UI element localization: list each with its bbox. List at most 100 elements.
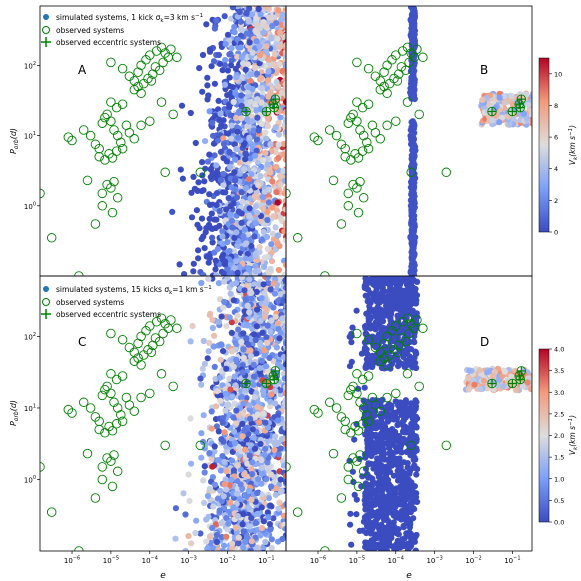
simulated-point [264, 216, 271, 224]
simulated-point [282, 123, 286, 131]
observed-system-marker [106, 116, 116, 126]
simulated-point [233, 258, 240, 265]
simulated-point [236, 108, 243, 115]
observed-eccentric-marker [507, 106, 518, 117]
simulated-point [387, 276, 394, 282]
simulated-point [408, 6, 415, 11]
simulated-point [220, 189, 227, 196]
observed-system-marker [375, 84, 386, 95]
simulated-point [235, 412, 242, 419]
simulated-point [238, 102, 245, 109]
simulated-point [255, 476, 262, 483]
simulated-point [282, 403, 286, 410]
simulated-point [258, 99, 265, 106]
simulated-point [260, 518, 267, 525]
simulated-point [409, 261, 416, 268]
simulated-point [211, 152, 218, 159]
observed-system-marker [313, 135, 323, 146]
simulated-point [225, 195, 232, 202]
simulated-point [188, 189, 195, 196]
simulated-point [272, 62, 279, 69]
simulated-point [259, 236, 266, 243]
observed-system-marker [396, 62, 407, 72]
simulated-point [249, 471, 256, 478]
observed-system-marker [97, 474, 108, 485]
observed-eccentric-marker [516, 94, 527, 104]
simulated-point [222, 41, 229, 48]
simulated-point [411, 76, 418, 84]
simulated-point [410, 121, 418, 128]
observed-system-marker [343, 188, 354, 199]
simulated-point [240, 346, 247, 353]
simulated-point [221, 278, 228, 285]
simulated-point [275, 141, 282, 148]
observed-system-marker [107, 481, 118, 492]
simulated-point [220, 155, 227, 162]
observed-system-marker [343, 118, 354, 128]
simulated-point [228, 476, 235, 484]
simulated-point [203, 538, 210, 545]
observed-system-marker [336, 219, 347, 229]
simulated-point [206, 201, 214, 208]
simulated-point [237, 496, 244, 503]
simulated-point [201, 499, 208, 506]
simulated-point [242, 150, 249, 157]
simulated-point [229, 127, 236, 134]
simulated-point [282, 472, 286, 479]
observed-system-marker [90, 493, 101, 503]
simulated-point [242, 156, 249, 163]
simulated-point [199, 159, 206, 166]
simulated-point [272, 124, 279, 131]
observed-system-marker [392, 76, 403, 86]
simulated-point [282, 98, 286, 105]
simulated-point [282, 206, 286, 213]
panel-b-observed-points [286, 42, 527, 276]
simulated-point [273, 485, 280, 492]
legend-observed-label: observed systems [56, 298, 124, 307]
simulated-point [189, 323, 196, 330]
simulated-point [240, 544, 247, 551]
simulated-point [373, 462, 380, 469]
simulated-point [253, 136, 261, 143]
simulated-point [229, 448, 236, 455]
simulated-point [205, 252, 212, 260]
observed-system-marker [107, 426, 118, 436]
simulated-point [195, 247, 202, 254]
simulated-point [267, 89, 274, 96]
simulated-point [185, 471, 192, 478]
simulated-point [201, 469, 208, 476]
simulated-point [217, 148, 225, 155]
simulated-point [239, 433, 246, 440]
simulated-point [238, 97, 245, 104]
simulated-point [414, 498, 421, 505]
simulated-point [282, 61, 286, 68]
observed-system-marker [67, 135, 77, 146]
observed-system-marker [352, 97, 362, 107]
simulated-point [258, 295, 265, 302]
simulated-point [204, 355, 211, 362]
simulated-point [210, 132, 217, 139]
simulated-point [238, 26, 245, 34]
simulated-point [282, 440, 286, 447]
simulated-point [489, 117, 496, 124]
simulated-point [485, 113, 493, 120]
simulated-point [217, 467, 225, 474]
observed-system-marker [166, 44, 176, 54]
simulated-point [229, 393, 236, 400]
simulated-point [204, 158, 211, 165]
simulated-point [201, 463, 208, 470]
simulated-point [233, 356, 240, 363]
simulated-point [226, 51, 233, 58]
simulated-point [414, 278, 421, 285]
simulated-point [222, 390, 229, 397]
simulated-point [179, 175, 186, 182]
simulated-point [262, 445, 269, 452]
simulated-point [411, 37, 418, 44]
simulated-point [200, 412, 207, 419]
simulated-point [409, 207, 416, 214]
simulated-point [217, 60, 224, 67]
simulated-point [213, 538, 220, 546]
legend-sim-label: simulated systems, 1 kick σk=3 km s−1 [56, 13, 203, 24]
simulated-point [409, 228, 416, 235]
simulated-point [233, 194, 241, 201]
